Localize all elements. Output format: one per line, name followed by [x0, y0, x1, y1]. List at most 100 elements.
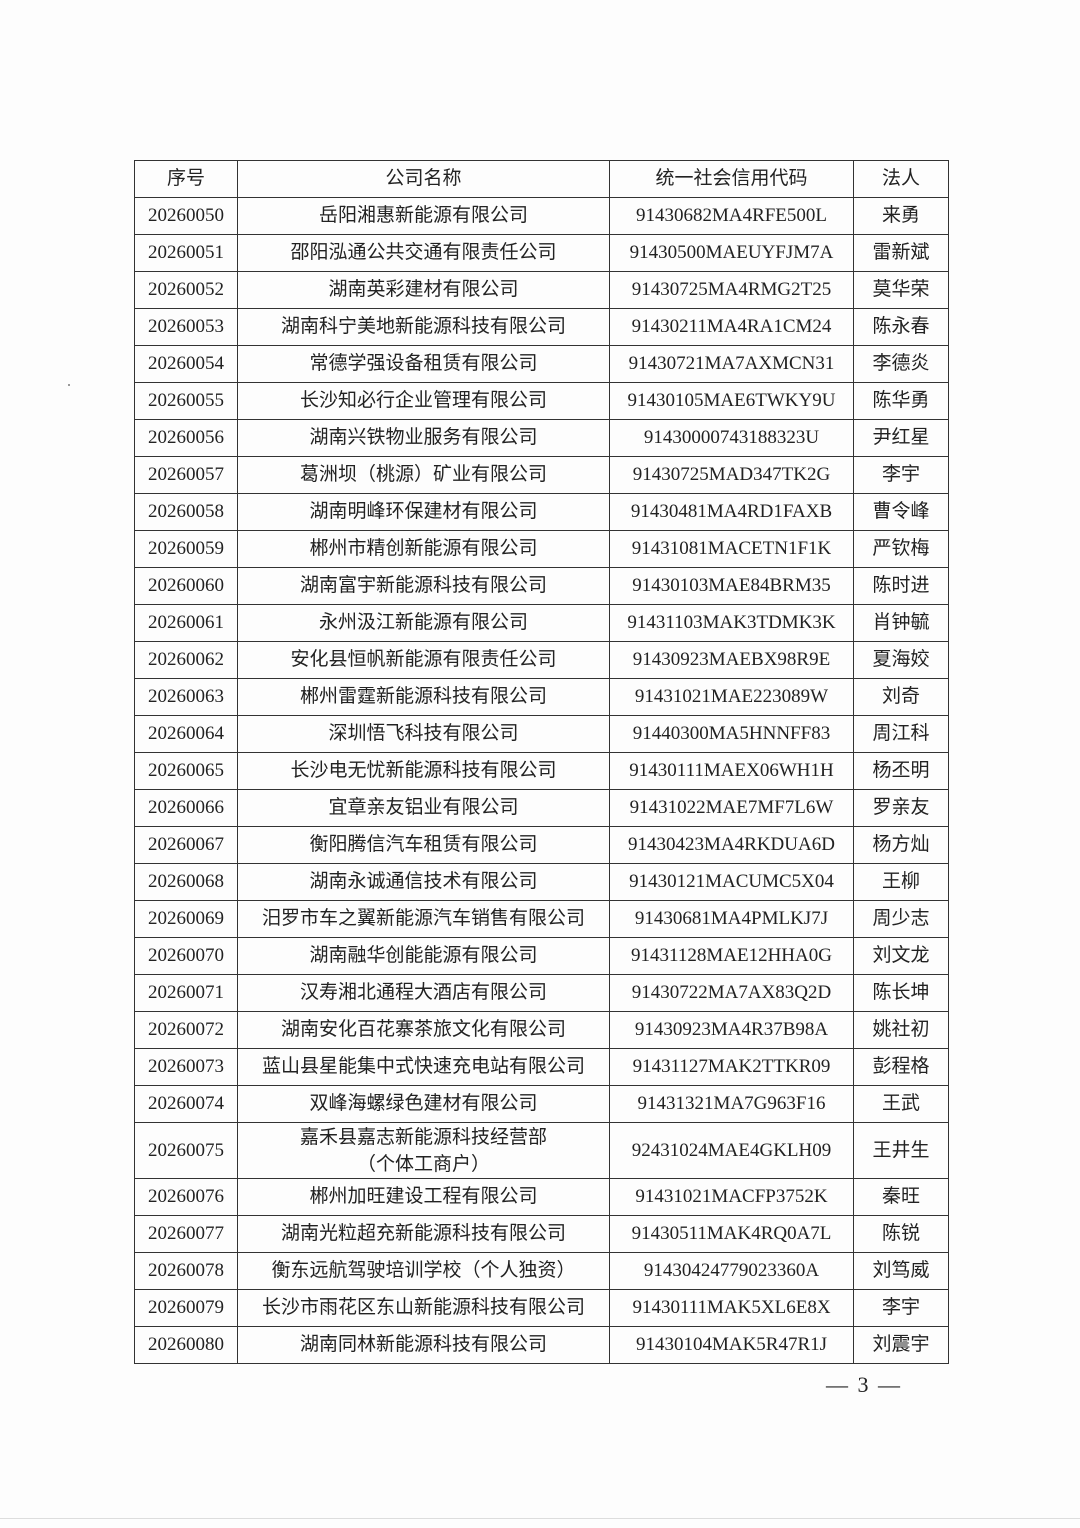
company-name-cell: 湖南明峰环保建材有限公司 [237, 493, 610, 531]
company-name-cell: 汉寿湘北通程大酒店有限公司 [237, 974, 610, 1012]
table-row: 20260067 衡阳腾信汽车租赁有限公司 91430423MA4RKDUA6D 杨方… [134, 826, 949, 864]
credit-code-cell: 91430725MA4RMG2T25 [609, 271, 854, 309]
table-row: 20260062 安化县恒帆新能源有限责任公司 91430923MAEBX98R9E… [134, 641, 949, 679]
table-row: 20260051 邵阳泓通公共交通有限责任公司 91430500MAEUYFJM7A… [134, 234, 949, 272]
company-name-cell: 安化县恒帆新能源有限责任公司 [237, 641, 610, 679]
credit-code-cell: 91430211MA4RA1CM24 [609, 308, 854, 346]
legal-person-cell: 李德炎 [853, 345, 949, 383]
serial-cell: 20260054 [134, 345, 238, 383]
legal-person-cell: 周江科 [853, 715, 949, 753]
table-row: 20260068 湖南永诚通信技术有限公司 91430121MACUMC5X04 王柳 [134, 863, 949, 901]
company-name-cell: 湖南科宁美地新能源科技有限公司 [237, 308, 610, 346]
credit-code-cell: 91431021MAE223089W [609, 678, 854, 716]
legal-person-cell: 彭程格 [853, 1048, 949, 1086]
header-company-name: 公司名称 [237, 160, 610, 198]
credit-code-cell: 91430111MAK5XL6E8X [609, 1289, 854, 1327]
header-credit-code: 统一社会信用代码 [609, 160, 854, 198]
credit-code-cell: 91430423MA4RKDUA6D [609, 826, 854, 864]
credit-code-cell: 91431321MA7G963F16 [609, 1085, 854, 1123]
company-name-cell: 湖南永诚通信技术有限公司 [237, 863, 610, 901]
credit-code-cell: 91431081MACETN1F1K [609, 530, 854, 568]
company-name-cell: 湖南安化百花寨茶旅文化有限公司 [237, 1011, 610, 1049]
company-name-cell: 嘉禾县嘉志新能源科技经营部 （个体工商户） [237, 1122, 610, 1179]
table-row: 20260069 汨罗市车之翼新能源汽车销售有限公司 91430681MA4PMLK… [134, 900, 949, 938]
serial-cell: 20260076 [134, 1178, 238, 1216]
company-name-cell: 郴州加旺建设工程有限公司 [237, 1178, 610, 1216]
legal-person-cell: 来勇 [853, 197, 949, 235]
legal-person-cell: 杨方灿 [853, 826, 949, 864]
serial-cell: 20260062 [134, 641, 238, 679]
legal-person-cell: 尹红星 [853, 419, 949, 457]
legal-person-cell: 刘震宇 [853, 1326, 949, 1364]
legal-person-cell: 陈华勇 [853, 382, 949, 420]
credit-code-cell: 91430923MA4R37B98A [609, 1011, 854, 1049]
table-row: 20260054 常德学强设备租赁有限公司 91430721MA7AXMCN31 李德… [134, 345, 949, 383]
table-row: 20260060 湖南富宇新能源科技有限公司 91430103MAE84BRM35 陈… [134, 567, 949, 605]
legal-person-cell: 姚社初 [853, 1011, 949, 1049]
serial-cell: 20260077 [134, 1215, 238, 1253]
legal-person-cell: 李宇 [853, 456, 949, 494]
credit-code-cell: 91430111MAEX06WH1H [609, 752, 854, 790]
credit-code-cell: 91430923MAEBX98R9E [609, 641, 854, 679]
credit-code-cell: 91430000743188323U [609, 419, 854, 457]
legal-person-cell: 李宇 [853, 1289, 949, 1327]
company-name-cell: 常德学强设备租赁有限公司 [237, 345, 610, 383]
header-legal-person: 法人 [853, 160, 949, 198]
serial-cell: 20260066 [134, 789, 238, 827]
legal-person-cell: 严钦梅 [853, 530, 949, 568]
table-row: 20260079 长沙市雨花区东山新能源科技有限公司 91430111MAK5XL6… [134, 1289, 949, 1327]
table-row: 20260070 湖南融华创能能源有限公司 91431128MAE12HHA0G 刘文… [134, 937, 949, 975]
legal-person-cell: 陈长坤 [853, 974, 949, 1012]
legal-person-cell: 陈永春 [853, 308, 949, 346]
company-name-cell: 葛洲坝（桃源）矿业有限公司 [237, 456, 610, 494]
serial-cell: 20260068 [134, 863, 238, 901]
company-name-cell: 湖南英彩建材有限公司 [237, 271, 610, 309]
legal-person-cell: 王井生 [853, 1122, 949, 1179]
credit-code-cell: 91440300MA5HNNFF83 [609, 715, 854, 753]
company-name-cell: 岳阳湘惠新能源有限公司 [237, 197, 610, 235]
legal-person-cell: 肖钟毓 [853, 604, 949, 642]
serial-cell: 20260069 [134, 900, 238, 938]
company-name-cell: 长沙知必行企业管理有限公司 [237, 382, 610, 420]
credit-code-cell: 91430103MAE84BRM35 [609, 567, 854, 605]
credit-code-cell: 91430105MAE6TWKY9U [609, 382, 854, 420]
table-row: 20260066 宜章亲友铝业有限公司 91431022MAE7MF7L6W 罗亲友 [134, 789, 949, 827]
company-name-cell: 汨罗市车之翼新能源汽车销售有限公司 [237, 900, 610, 938]
legal-person-cell: 罗亲友 [853, 789, 949, 827]
company-name-cell: 衡阳腾信汽车租赁有限公司 [237, 826, 610, 864]
company-name-cell: 深圳悟飞科技有限公司 [237, 715, 610, 753]
serial-cell: 20260051 [134, 234, 238, 272]
serial-cell: 20260055 [134, 382, 238, 420]
serial-cell: 20260064 [134, 715, 238, 753]
company-table: 序号 公司名称 统一社会信用代码 法人 20260050 岳阳湘惠新能源有限公司 9… [134, 160, 949, 1364]
credit-code-cell: 91430104MAK5R47R1J [609, 1326, 854, 1364]
legal-person-cell: 曹令峰 [853, 493, 949, 531]
credit-code-cell: 91431128MAE12HHA0G [609, 937, 854, 975]
credit-code-cell: 91430725MAD347TK2G [609, 456, 854, 494]
legal-person-cell: 莫华荣 [853, 271, 949, 309]
serial-cell: 20260080 [134, 1326, 238, 1364]
table-header-row: 序号 公司名称 统一社会信用代码 法人 [134, 160, 949, 198]
legal-person-cell: 刘文龙 [853, 937, 949, 975]
company-name-cell: 湖南富宇新能源科技有限公司 [237, 567, 610, 605]
serial-cell: 20260072 [134, 1011, 238, 1049]
company-name-cell: 邵阳泓通公共交通有限责任公司 [237, 234, 610, 272]
serial-cell: 20260060 [134, 567, 238, 605]
table-row: 20260052 湖南英彩建材有限公司 91430725MA4RMG2T25 莫华荣 [134, 271, 949, 309]
header-serial: 序号 [134, 160, 238, 198]
serial-cell: 20260079 [134, 1289, 238, 1327]
table-row: 20260076 郴州加旺建设工程有限公司 91431021MACFP3752K 秦旺 [134, 1178, 949, 1216]
credit-code-cell: 91430500MAEUYFJM7A [609, 234, 854, 272]
legal-person-cell: 夏海姣 [853, 641, 949, 679]
company-name-cell: 郴州雷霆新能源科技有限公司 [237, 678, 610, 716]
company-name-cell: 蓝山县星能集中式快速充电站有限公司 [237, 1048, 610, 1086]
table-row: 20260050 岳阳湘惠新能源有限公司 91430682MA4RFE500L 来勇 [134, 197, 949, 235]
credit-code-cell: 91431127MAK2TTKR09 [609, 1048, 854, 1086]
credit-code-cell: 92431024MAE4GKLH09 [609, 1122, 854, 1179]
table-row: 20260055 长沙知必行企业管理有限公司 91430105MAE6TWKY9U 陈… [134, 382, 949, 420]
table-row: 20260065 长沙电无忧新能源科技有限公司 91430111MAEX06WH1H… [134, 752, 949, 790]
table-row: 20260074 双峰海螺绿色建材有限公司 91431321MA7G963F16 王武 [134, 1085, 949, 1123]
page-number: — 3 — [826, 1372, 902, 1397]
credit-code-cell: 91430722MA7AX83Q2D [609, 974, 854, 1012]
table-row: 20260071 汉寿湘北通程大酒店有限公司 91430722MA7AX83Q2D 陈… [134, 974, 949, 1012]
